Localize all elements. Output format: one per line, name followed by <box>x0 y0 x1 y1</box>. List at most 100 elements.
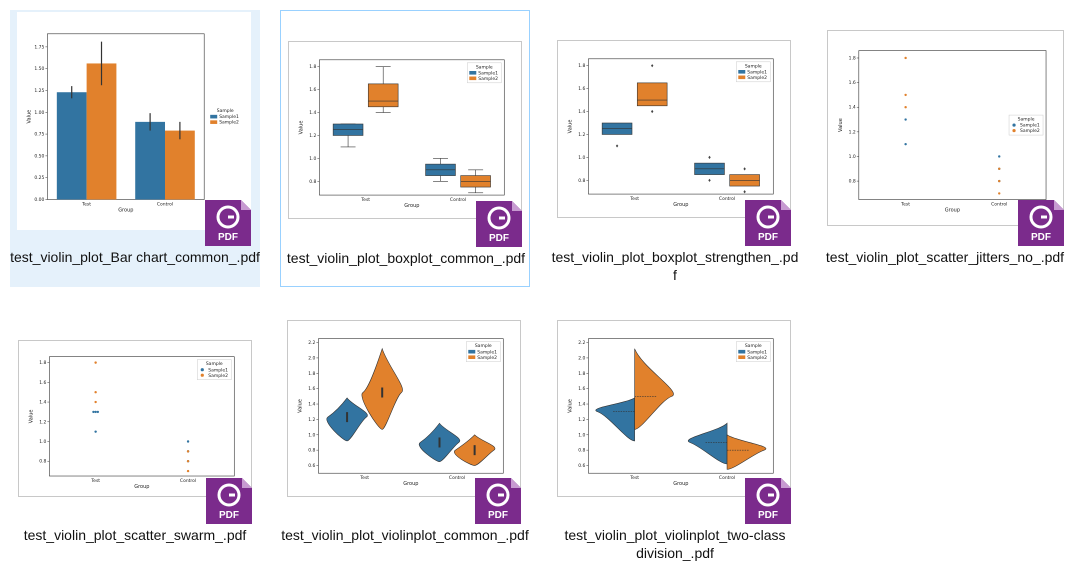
y-tick-label: 1.8 <box>308 371 315 377</box>
legend-label: Sample1 <box>208 367 228 373</box>
legend-label: Sample2 <box>477 355 497 361</box>
thumbnail-chart: 0.8 1.0 1.2 1.4 1.6 1.8 Test Control Group Value S… <box>838 50 1047 214</box>
y-tick-label: 1.6 <box>849 80 856 86</box>
point <box>94 391 97 394</box>
thumbnail: 0.6 0.8 1.0 1.2 1.4 1.6 1.8 2.0 2.2 Test Control Gr… <box>557 320 791 497</box>
y-tick-label: 1.8 <box>578 371 585 377</box>
badge-fold <box>242 478 252 488</box>
y-tick-label: 1.0 <box>578 432 585 438</box>
thumbnail: 0.8 1.0 1.2 1.4 1.6 1.8 Test Control Group Value S… <box>827 30 1064 226</box>
x-tick-label: Control <box>991 202 1007 208</box>
file-item[interactable]: 0.8 1.0 1.2 1.4 1.6 1.8 Test Control Group Value S… <box>820 10 1070 287</box>
point <box>904 93 907 97</box>
point <box>904 106 907 109</box>
pdf-badge: PDF <box>745 200 791 246</box>
legend-swatch <box>468 355 476 359</box>
violin <box>595 397 635 442</box>
file-item[interactable]: 0.6 0.8 1.0 1.2 1.4 1.6 1.8 2.0 2.2 Test Control Gr… <box>550 318 800 568</box>
legend-title: Sample <box>206 361 223 367</box>
outlier <box>615 144 619 148</box>
y-tick-label: 2.2 <box>578 340 585 346</box>
y-tick-label: 2.0 <box>578 355 585 361</box>
y-tick-label: 1.2 <box>39 419 46 425</box>
violin <box>726 434 767 470</box>
legend-swatch <box>738 355 746 359</box>
file-item[interactable]: 0.8 1.0 1.2 1.4 1.6 1.8 Test Control Group Value S… <box>550 10 800 287</box>
outlier <box>650 109 654 114</box>
y-axis-label: Value <box>28 409 34 423</box>
y-tick-label: 0.8 <box>309 179 316 185</box>
plot-area <box>319 59 505 196</box>
plot-area <box>47 33 205 200</box>
file-name: test_violin_plot_boxplot_common_.pdf <box>286 250 526 266</box>
legend-label: Sample1 <box>478 70 498 76</box>
legend-label: Sample2 <box>747 75 767 81</box>
box <box>636 82 668 107</box>
y-axis-label: Value <box>297 399 303 413</box>
thumbnail: 0.00 0.25 0.50 0.75 1.00 1.25 1.50 1.75 Test Cont… <box>17 12 251 230</box>
legend-swatch <box>1012 123 1016 127</box>
x-axis-label: Group <box>673 202 688 208</box>
badge-fold <box>781 478 791 488</box>
legend-title: Sample <box>745 63 762 69</box>
file-name: test_violin_plot_violinplot_two-class di… <box>564 527 786 561</box>
point <box>92 410 95 414</box>
badge-label: PDF <box>219 510 239 521</box>
badge-bg <box>475 478 521 524</box>
badge-logo <box>216 205 240 229</box>
badge-logo <box>487 206 511 230</box>
legend-box <box>197 359 232 380</box>
x-tick-label: Test <box>90 478 100 484</box>
x-axis-label: Group <box>134 484 149 490</box>
y-tick-label: 1.6 <box>578 86 585 92</box>
pdf-badge: PDF <box>745 478 791 524</box>
legend-swatch <box>469 71 477 75</box>
x-tick-label: Control <box>449 475 465 481</box>
y-tick-label: 1.6 <box>578 386 585 392</box>
y-tick-label: 2.0 <box>308 355 315 361</box>
file-name: test_violin_plot_Bar chart_common_.pdf <box>10 249 260 265</box>
x-axis-label: Group <box>118 207 133 213</box>
bar <box>86 63 117 200</box>
legend-label: Sample2 <box>1020 128 1040 134</box>
badge-bg <box>745 478 791 524</box>
y-tick-label: 1.8 <box>309 64 316 70</box>
file-item[interactable]: 0.6 0.8 1.0 1.2 1.4 1.6 1.8 2.0 2.2 Test Control Gr… <box>280 318 530 568</box>
y-tick-label: 0.8 <box>308 448 315 454</box>
thumbnail-chart: 0.8 1.0 1.2 1.4 1.6 1.8 Test Control Group Value S… <box>567 58 774 208</box>
x-tick-label: Control <box>450 197 466 203</box>
thumbnail-chart: 0.8 1.0 1.2 1.4 1.6 1.8 Test Control Group Value S… <box>28 356 235 490</box>
outlier <box>650 64 654 68</box>
plot-area <box>49 356 235 477</box>
y-tick-label: 1.4 <box>308 402 315 408</box>
thumbnail-chart: 0.6 0.8 1.0 1.2 1.4 1.6 1.8 2.0 2.2 Test Control Gr… <box>567 338 774 487</box>
y-tick-label: 1.0 <box>578 155 585 161</box>
y-tick-label: 0.50 <box>34 153 44 159</box>
legend-label: Sample1 <box>477 349 497 355</box>
point <box>998 179 1001 183</box>
file-item[interactable]: 0.8 1.0 1.2 1.4 1.6 1.8 Test Control Group Value S… <box>10 318 260 568</box>
y-tick-label: 1.4 <box>578 402 585 408</box>
legend-label: Sample2 <box>478 76 498 82</box>
legend-swatch <box>1012 128 1016 133</box>
badge-label: PDF <box>488 510 508 521</box>
x-axis-label: Group <box>404 203 419 209</box>
y-tick-label: 1.2 <box>578 417 585 423</box>
bar <box>165 130 195 200</box>
outlier <box>743 190 746 194</box>
file-item[interactable]: 0.8 1.0 1.2 1.4 1.6 1.8 Test Control Group Value S… <box>280 10 530 287</box>
x-tick-label: Test <box>900 202 910 208</box>
file-item[interactable]: 0.00 0.25 0.50 0.75 1.00 1.25 1.50 1.75 Test Cont… <box>10 10 260 287</box>
x-tick-label: Test <box>359 475 369 481</box>
y-tick-label: 1.25 <box>34 88 44 94</box>
badge-bg <box>1018 200 1064 246</box>
legend-label: Sample2 <box>219 120 239 126</box>
legend-swatch <box>200 368 204 372</box>
y-axis-label: Value <box>26 110 32 124</box>
y-tick-label: 0.00 <box>34 197 44 203</box>
point <box>186 469 190 473</box>
point <box>94 410 97 414</box>
y-tick-label: 1.0 <box>849 154 856 160</box>
outlier <box>708 155 711 159</box>
legend-label: Sample1 <box>747 69 767 75</box>
